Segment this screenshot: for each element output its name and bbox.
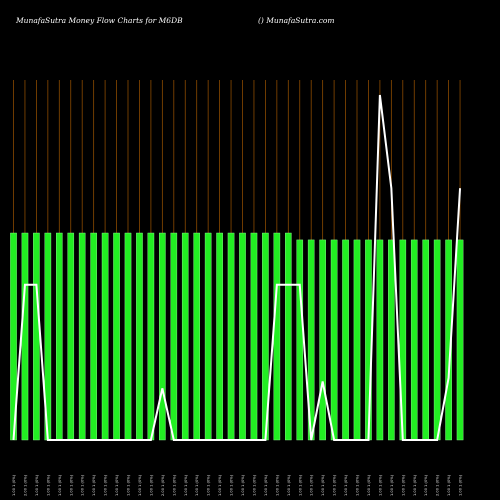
x-tick-label: 1.00 1 (0%) xyxy=(58,474,62,496)
bar xyxy=(181,232,189,441)
bar xyxy=(193,232,201,441)
x-tick-label: 1.00 1 (0%) xyxy=(35,474,39,496)
x-tick-label: 1.00 1 (0%) xyxy=(115,474,119,496)
x-tick-label: 1.00 1 (0%) xyxy=(378,474,382,496)
bar xyxy=(78,232,86,441)
x-tick-label: 1.00 1 (0%) xyxy=(401,474,405,496)
bar xyxy=(67,232,75,441)
x-tick-label: 2.00 1 (0%) xyxy=(23,474,27,496)
bar xyxy=(239,232,246,441)
x-tick-label: 1.00 1 (0%) xyxy=(81,474,85,496)
bar xyxy=(33,232,40,441)
bar xyxy=(410,239,418,441)
bar xyxy=(147,232,155,441)
x-tick-label: 1.00 1 (0%) xyxy=(149,474,153,496)
x-tick-label: 1.00 1 (0%) xyxy=(367,474,371,496)
site-credit: () MunafaSutra.com xyxy=(258,16,335,25)
bar xyxy=(204,232,212,441)
bar-series xyxy=(10,232,464,441)
bar xyxy=(227,232,235,441)
bar xyxy=(113,232,120,441)
bar xyxy=(296,239,304,441)
x-tick-label: 1.00 1 (0%) xyxy=(310,474,314,496)
bar xyxy=(124,232,132,441)
x-tick-label: 1.00 1 (0%) xyxy=(390,474,394,496)
bar xyxy=(433,239,441,441)
bar xyxy=(376,239,384,441)
bar xyxy=(422,239,430,441)
money-flow-line xyxy=(12,94,462,441)
x-tick-labels: 1.00 1 (0%) 2.00 1 (0%) 1.00 1 (0%) 1.00 1 … xyxy=(12,474,463,496)
bar xyxy=(159,232,166,441)
x-tick-label: 1.00 1 (0%) xyxy=(184,474,188,496)
bar xyxy=(273,232,281,441)
x-tick-label: 1.00 1 (0%) xyxy=(138,474,142,496)
bar xyxy=(170,232,178,441)
bar xyxy=(21,232,29,441)
bar xyxy=(285,232,292,441)
x-tick-label: 1.00 1 (0%) xyxy=(46,474,50,496)
bar xyxy=(136,232,143,441)
x-tick-label: 1.00 1 (0%) xyxy=(447,474,451,496)
x-tick-label: 1.00 1 (0%) xyxy=(104,474,108,496)
x-tick-label: 1.00 1 (0%) xyxy=(298,474,302,496)
bar xyxy=(330,239,338,441)
x-tick-label: 1.00 1 (0%) xyxy=(344,474,348,496)
x-tick-label: 1.00 1 (0%) xyxy=(12,474,16,496)
bar xyxy=(56,232,63,441)
bar xyxy=(250,232,258,441)
x-tick-label: 1.00 1 (0%) xyxy=(195,474,199,496)
bar xyxy=(342,239,349,441)
x-tick-label: 1.00 1 (0%) xyxy=(172,474,176,496)
x-tick-label: 1.00 1 (0%) xyxy=(218,474,222,496)
bar xyxy=(456,239,464,441)
bar xyxy=(353,239,361,441)
x-tick-label: 1.00 1 (0%) xyxy=(459,474,463,496)
x-tick-label: 1.00 1 (0%) xyxy=(356,474,360,496)
x-tick-label: 1.00 1 (0%) xyxy=(92,474,96,496)
bar xyxy=(388,239,395,441)
x-tick-label: 1.00 1 (0%) xyxy=(127,474,131,496)
x-tick-label: 1.00 1 (0%) xyxy=(321,474,325,496)
line-series xyxy=(12,94,462,441)
x-tick-label: 1.00 1 (0%) xyxy=(275,474,279,496)
x-tick-label: 2.00 1 (0%) xyxy=(436,474,440,496)
x-tick-label: 1.00 1 (0%) xyxy=(333,474,337,496)
bar xyxy=(90,232,97,441)
x-tick-label: 2.00 1 (0%) xyxy=(161,474,165,496)
x-tick-label: 1.00 1 (0%) xyxy=(413,474,417,496)
x-tick-label: 1.00 1 (0%) xyxy=(264,474,268,496)
x-tick-label: 1.00 1 (0%) xyxy=(207,474,211,496)
bar xyxy=(319,239,326,441)
x-tick-label: 1.00 1 (0%) xyxy=(230,474,234,496)
x-tick-label: 1.00 1 (0%) xyxy=(287,474,291,496)
bar xyxy=(101,232,109,441)
x-tick-label: 1.00 1 (0%) xyxy=(424,474,428,496)
x-tick-label: 1.00 1 (0%) xyxy=(69,474,73,496)
x-tick-label: 1.00 1 (0%) xyxy=(252,474,256,496)
x-tick-label: 1.00 1 (0%) xyxy=(241,474,245,496)
chart-title: MunafaSutra Money Flow Charts for M6DB xyxy=(15,16,183,25)
bar xyxy=(216,232,223,441)
